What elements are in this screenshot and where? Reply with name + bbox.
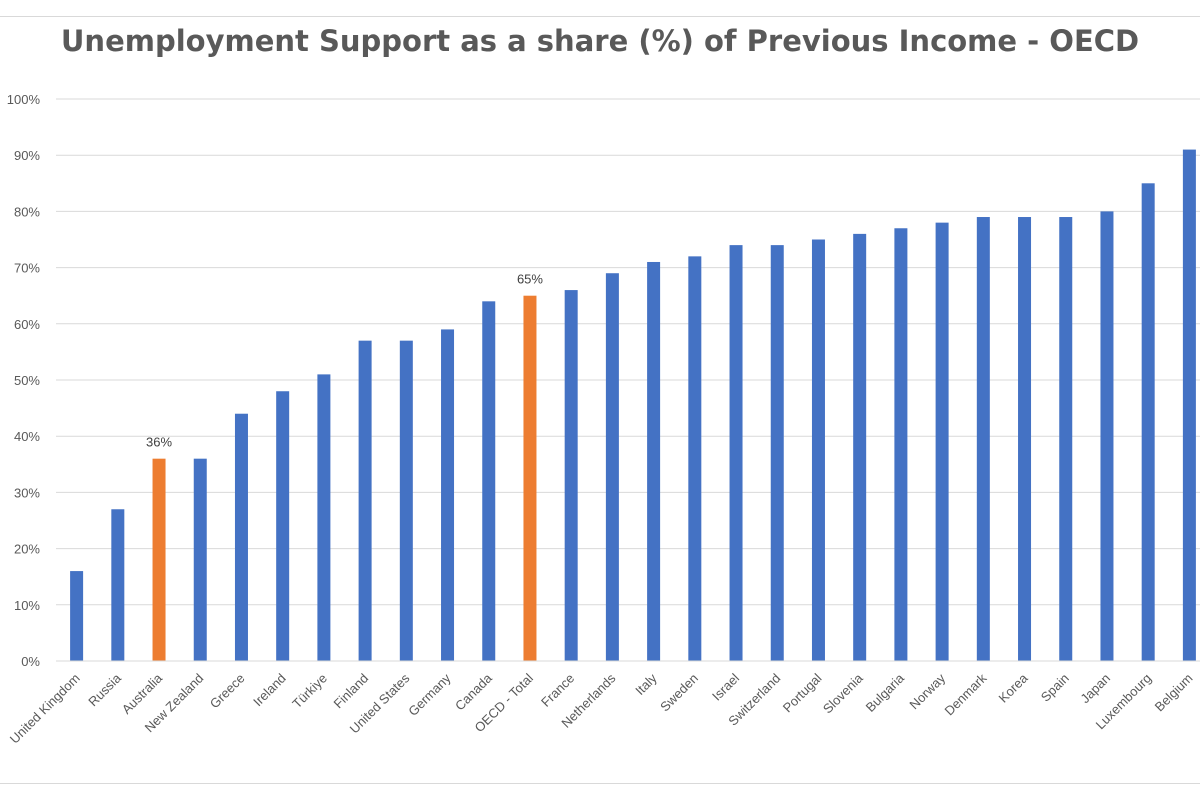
- bar: [152, 458, 166, 661]
- x-tick-label: United Kingdom: [7, 671, 83, 747]
- x-tick-label: Belgium: [1152, 671, 1196, 715]
- bar: [853, 233, 867, 661]
- bar: [1059, 217, 1073, 661]
- y-tick-label: 50%: [14, 373, 40, 388]
- x-tick-label: France: [538, 671, 577, 710]
- top-border: [0, 16, 1200, 17]
- bar: [1182, 149, 1196, 661]
- bar: [70, 571, 84, 661]
- y-tick-label: 90%: [14, 148, 40, 163]
- bar: [111, 509, 125, 661]
- x-tick-label: Slovenia: [820, 670, 866, 716]
- bar: [564, 290, 578, 661]
- x-tick-label: Italy: [632, 670, 660, 698]
- bar: [358, 340, 372, 661]
- y-tick-label: 20%: [14, 542, 40, 557]
- x-tick-label: Korea: [996, 670, 1032, 706]
- bar: [688, 256, 702, 661]
- bar: [770, 245, 784, 661]
- bar: [811, 239, 825, 661]
- bar: [234, 413, 248, 661]
- x-tick-label: Germany: [405, 670, 454, 719]
- bar: [441, 329, 455, 661]
- x-tick-label: Russia: [85, 670, 124, 709]
- bar: [276, 391, 290, 661]
- bar: [729, 245, 743, 661]
- chart-title: Unemployment Support as a share (%) of P…: [60, 24, 1140, 58]
- bar: [1141, 183, 1155, 662]
- y-tick-label: 30%: [14, 485, 40, 500]
- bar: [647, 261, 661, 661]
- x-tick-label: Bulgaria: [863, 670, 908, 715]
- x-tick-label: Finland: [330, 671, 371, 712]
- x-tick-label: Israel: [709, 670, 742, 703]
- y-tick-label: 0%: [21, 654, 40, 669]
- data-label: 36%: [146, 435, 172, 450]
- bar: [523, 295, 537, 661]
- y-tick-label: 70%: [14, 261, 40, 276]
- x-tick-label: Greece: [207, 671, 248, 712]
- bar: [482, 301, 496, 661]
- bar: [935, 222, 949, 661]
- x-tick-label: Sweden: [657, 671, 701, 715]
- x-tick-label: Portugal: [780, 670, 825, 715]
- bar: [399, 340, 413, 661]
- bar: [193, 458, 207, 661]
- x-tick-label: Ireland: [250, 671, 289, 710]
- x-tick-label: Spain: [1038, 671, 1072, 705]
- data-label: 65%: [517, 272, 543, 287]
- x-tick-label: Türkiye: [289, 671, 330, 712]
- x-tick-label: Japan: [1077, 671, 1113, 707]
- bar: [1100, 211, 1114, 661]
- bar: [605, 273, 619, 661]
- bottom-border: [0, 783, 1200, 784]
- bar: [894, 228, 908, 661]
- y-tick-label: 40%: [14, 429, 40, 444]
- y-tick-label: 10%: [14, 598, 40, 613]
- x-tick-label: Denmark: [942, 670, 990, 718]
- y-tick-label: 100%: [7, 92, 41, 107]
- bar: [1018, 217, 1032, 661]
- bar: [317, 374, 331, 661]
- y-tick-label: 80%: [14, 204, 40, 219]
- bar: [976, 217, 990, 661]
- y-tick-label: 60%: [14, 317, 40, 332]
